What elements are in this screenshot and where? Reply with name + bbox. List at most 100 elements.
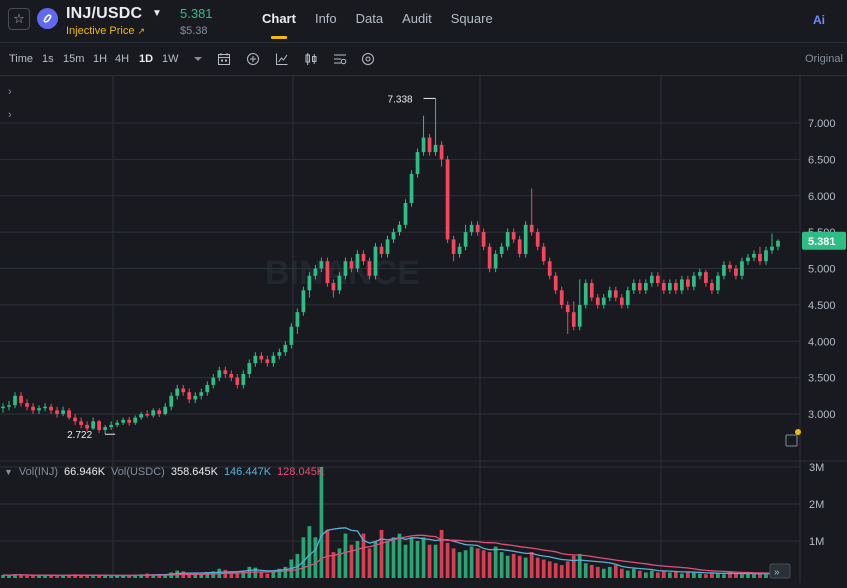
candle-body <box>7 405 11 407</box>
candle-body <box>415 152 420 174</box>
last-price: 5.381 <box>180 6 213 21</box>
favorite-star-icon[interactable]: ☆ <box>8 8 30 30</box>
candle-body <box>475 224 480 233</box>
chevron-right-icon[interactable]: › <box>8 109 12 121</box>
volume-bar <box>133 574 138 578</box>
candle-body <box>301 290 306 313</box>
chevron-right-icon[interactable]: › <box>8 86 12 98</box>
timeframe-1w[interactable]: 1W <box>162 53 179 65</box>
candle-body <box>253 355 258 364</box>
volume-bar <box>25 575 29 578</box>
ai-button[interactable]: Ai <box>813 13 825 27</box>
timeframe-15m[interactable]: 15m <box>63 53 85 65</box>
candle-body <box>49 406 53 411</box>
volume-tick-label: 2M <box>809 499 824 511</box>
dropdown-icon[interactable] <box>190 51 206 67</box>
pair-title[interactable]: INJ/USDC <box>66 5 143 22</box>
volume-bar <box>265 573 270 578</box>
timeframe-1d[interactable]: 1D <box>139 53 154 65</box>
candle-body <box>776 240 780 247</box>
binance-watermark: BINANCE <box>265 254 420 292</box>
volume-bar <box>67 574 71 578</box>
high-price-label: 7.338 <box>388 94 413 105</box>
volume-bar <box>740 574 744 578</box>
volume-bar <box>325 529 330 578</box>
candlestick-settings-icon[interactable] <box>303 51 319 67</box>
low-price-label: 2.722 <box>67 430 92 441</box>
layout-settings-icon[interactable] <box>332 51 348 67</box>
volume-bars <box>1 467 780 578</box>
candle-body <box>181 388 186 393</box>
volume-bar <box>559 565 564 578</box>
volume-bar <box>493 546 498 578</box>
volume-bar <box>607 566 612 578</box>
volume-bar <box>565 561 570 578</box>
candle-body <box>613 290 618 298</box>
volume-bar <box>764 574 768 578</box>
volume-bar <box>680 573 684 578</box>
timeframe-4h[interactable]: 4H <box>115 53 130 65</box>
volume-bar <box>127 575 132 578</box>
candle-body <box>716 275 720 291</box>
candle-body <box>601 297 606 305</box>
tab-data[interactable]: Data <box>355 11 384 26</box>
candle-body <box>649 275 654 284</box>
timeframe-time[interactable]: Time <box>9 53 34 65</box>
volume-bar <box>319 467 324 578</box>
chevron-down-icon[interactable]: ▼ <box>152 8 162 19</box>
candle-body <box>637 283 642 291</box>
chevron-down-icon[interactable]: ▼ <box>4 467 13 477</box>
candle-body <box>487 246 492 269</box>
coin-subtitle-link[interactable]: Injective Price ↗ <box>66 25 145 37</box>
price-tick-label: 6.000 <box>808 191 836 203</box>
price-tick-label: 5.000 <box>808 264 836 276</box>
candle-body <box>481 232 486 247</box>
candle-body <box>19 395 23 404</box>
hide-icon[interactable] <box>360 51 376 67</box>
volume-bar <box>403 544 408 578</box>
price-tick-label: 4.500 <box>808 300 836 312</box>
tab-square[interactable]: Square <box>450 11 493 26</box>
candles <box>1 98 780 435</box>
candle-body <box>157 410 162 414</box>
chart-type-icon[interactable] <box>274 51 290 67</box>
volume-bar <box>121 575 126 578</box>
volume-bar <box>487 552 492 578</box>
volume-bar <box>385 541 390 578</box>
volume-bar <box>313 537 318 578</box>
inj-coin-logo <box>37 8 58 29</box>
tab-audit[interactable]: Audit <box>402 11 432 26</box>
volume-bar <box>343 533 348 578</box>
volume-bar <box>704 574 708 578</box>
volume-tick-label: 1M <box>809 536 824 548</box>
tab-info[interactable]: Info <box>314 11 337 26</box>
price-tick-label: 3.000 <box>808 409 836 421</box>
tab-chart[interactable]: Chart <box>262 11 296 39</box>
price-tick-label: 3.500 <box>808 373 836 385</box>
volume-bar <box>415 541 420 578</box>
candle-body <box>559 290 564 305</box>
vol-inj-value: 66.946K <box>64 466 106 478</box>
volume-bar <box>205 572 210 578</box>
original-view-toggle[interactable]: Original <box>805 53 843 65</box>
candle-body <box>139 414 144 418</box>
timeframe-1s[interactable]: 1s <box>42 53 54 65</box>
candle-body <box>13 395 17 406</box>
candle-body <box>331 283 336 291</box>
header: ☆ INJ/USDC ▼ Injective Price ↗ 5.381 $5.… <box>0 0 847 42</box>
volume-bar <box>625 570 630 578</box>
candle-body <box>565 304 570 313</box>
timeframe-1h[interactable]: 1H <box>93 53 108 65</box>
volume-ma-line <box>2 534 779 577</box>
candle-body <box>349 261 354 269</box>
candle-body <box>289 326 294 345</box>
chart-area[interactable]: BINANCE 7.0006.5006.0005.5005.0004.5004.… <box>0 76 847 583</box>
volume-bar <box>439 529 444 578</box>
volume-bar <box>79 575 83 578</box>
candle-body <box>313 268 318 276</box>
volume-bar <box>710 572 714 578</box>
add-indicator-icon[interactable] <box>245 51 261 67</box>
candle-body <box>667 283 672 291</box>
candlestick-chart[interactable]: BINANCE 7.0006.5006.0005.5005.0004.5004.… <box>0 76 847 583</box>
calendar-icon[interactable] <box>216 51 232 67</box>
